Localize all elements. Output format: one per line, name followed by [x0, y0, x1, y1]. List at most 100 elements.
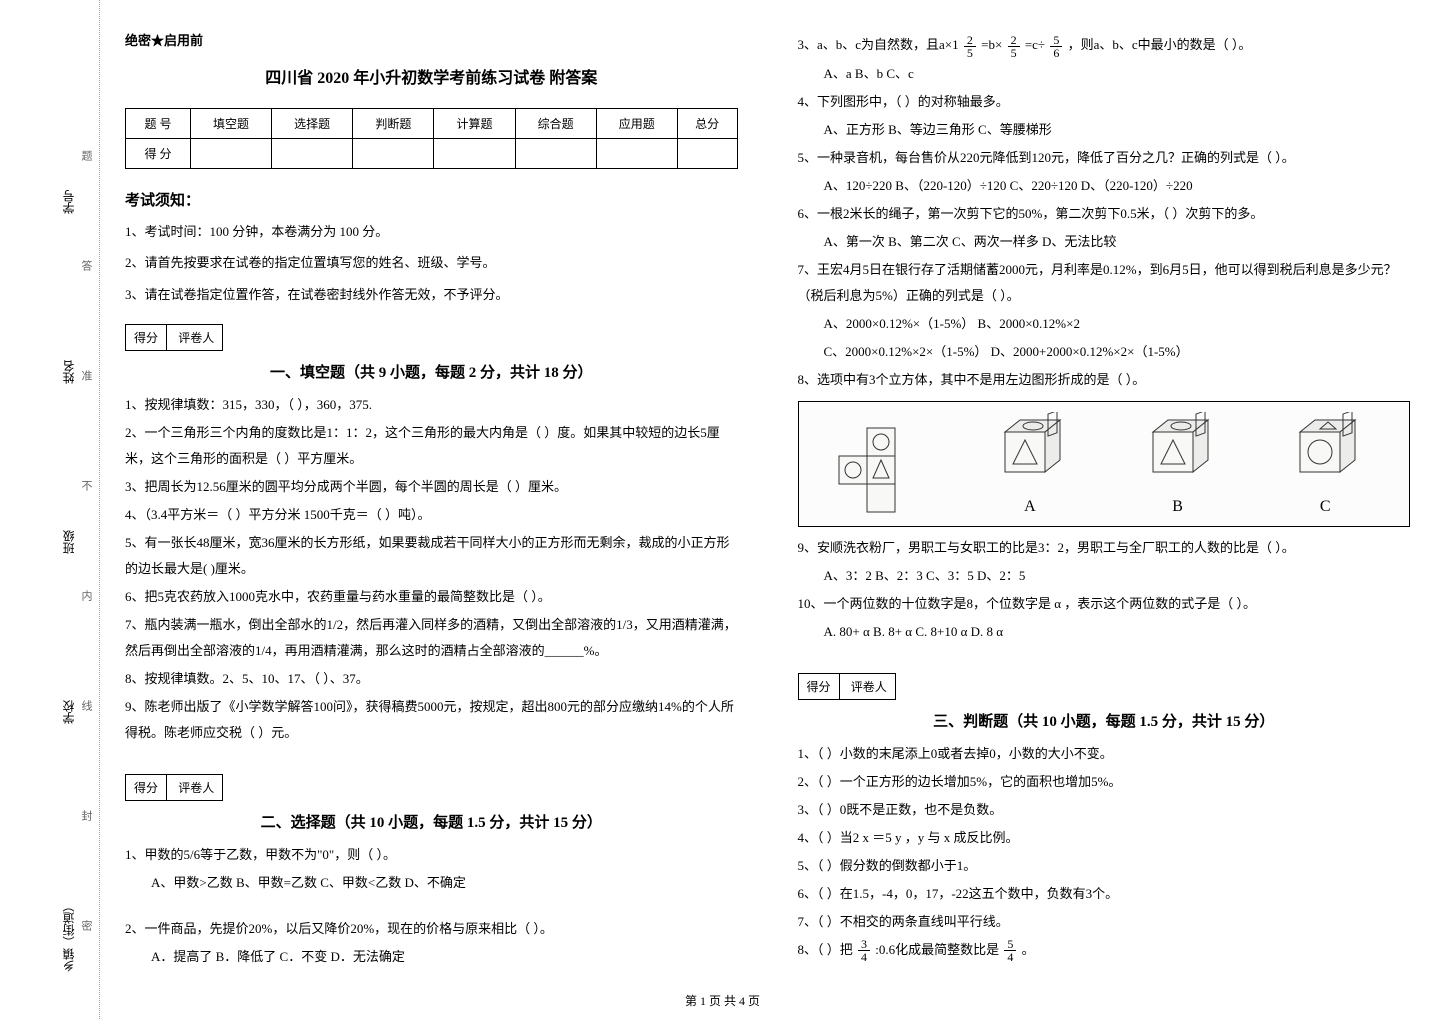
instruction-item: 2、请首先按要求在试卷的指定位置填写您的姓名、班级、学号。	[125, 251, 738, 274]
choice-options: A、正方形 B、等边三角形 C、等腰梯形	[798, 117, 1411, 143]
score-grader-box: 得分 评卷人	[125, 324, 223, 351]
denominator: 4	[858, 951, 870, 963]
question-text: 。	[1022, 942, 1035, 957]
denominator: 5	[964, 47, 976, 59]
table-header: 总分	[677, 109, 737, 139]
fraction: 25	[1008, 34, 1020, 59]
choice-question: 4、下列图形中，（ ）的对称轴最多。	[798, 89, 1411, 115]
fill-question: 4、（3.4平方米＝（ ）平方分米 1500千克＝（ ）吨）。	[125, 502, 738, 528]
table-header: 填空题	[190, 109, 271, 139]
judge-question: 1、（ ）小数的末尾添上0或者去掉0，小数的大小不变。	[798, 741, 1411, 767]
grader-label: 评卷人	[843, 674, 895, 699]
fill-question: 6、把5克农药放入1000克水中，农药重量与药水重量的最简整数比是（ ）。	[125, 584, 738, 610]
denominator: 4	[1004, 951, 1016, 963]
denominator: 6	[1050, 47, 1062, 59]
section-title-fill: 一、填空题（共 9 小题，每题 2 分，共计 18 分）	[125, 361, 738, 382]
table-header: 计算题	[434, 109, 515, 139]
judge-question: 6、（ ）在1.5，-4，0，17，-22这五个数中，负数有3个。	[798, 881, 1411, 907]
choice-options: A、2000×0.12%×（1-5%） B、2000×0.12%×2	[798, 311, 1411, 337]
table-header: 判断题	[353, 109, 434, 139]
cube-icon	[985, 412, 1075, 492]
secret-marking: 绝密★启用前	[125, 30, 738, 49]
cube-label: C	[1320, 498, 1331, 516]
page-content: 绝密★启用前 四川省 2020 年小升初数学考前练习试卷 附答案 题 号 填空题…	[110, 20, 1425, 979]
seal-marker: 题	[78, 150, 94, 164]
choice-question: 3、a、b、c为自然数，且a×1 25 =b× 25 =c÷ 56 ，则a、b、…	[798, 32, 1411, 59]
choice-question: 1、甲数的5/6等于乙数，甲数不为"0"，则（ ）。	[125, 842, 738, 868]
section-title-judge: 三、判断题（共 10 小题，每题 1.5 分，共计 15 分）	[798, 710, 1411, 731]
fraction: 56	[1050, 34, 1062, 59]
score-label: 得分	[126, 775, 167, 800]
judge-question: 4、（ ）当2 x ＝5 y ，y 与 x 成反比例。	[798, 825, 1411, 851]
choice-options: A、120÷220 B、（220-120）÷120 C、220÷120 D、（2…	[798, 173, 1411, 199]
numerator: 2	[1008, 34, 1020, 47]
table-cell	[353, 139, 434, 169]
cube-option-c: C	[1280, 412, 1370, 516]
judge-question: 5、（ ）假分数的倒数都小于1。	[798, 853, 1411, 879]
right-column: 3、a、b、c为自然数，且a×1 25 =b× 25 =c÷ 56 ，则a、b、…	[783, 20, 1426, 979]
section-title-choice: 二、选择题（共 10 小题，每题 1.5 分，共计 15 分）	[125, 811, 738, 832]
instructions-block: 1、考试时间：100 分钟，本卷满分为 100 分。 2、请首先按要求在试卷的指…	[125, 220, 738, 306]
cube-label: B	[1172, 498, 1183, 516]
choice-question: 9、安顺洗衣粉厂，男职工与女职工的比是3：2，男职工与全厂职工的人数的比是（ ）…	[798, 535, 1411, 561]
seal-marker: 内	[78, 590, 94, 604]
choice-options: C、2000×0.12%×2×（1-5%） D、2000+2000×0.12%×…	[798, 339, 1411, 365]
cube-net	[837, 426, 927, 516]
instruction-item: 3、请在试卷指定位置作答，在试卷密封线外作答无效，不予评分。	[125, 283, 738, 306]
table-cell: 得 分	[126, 139, 191, 169]
denominator: 5	[1008, 47, 1020, 59]
table-header: 应用题	[596, 109, 677, 139]
choice-options: A．提高了 B．降低了 C．不变 D．无法确定	[125, 944, 738, 970]
question-text: 8、（ ）把	[798, 942, 853, 957]
judge-question: 3、（ ）0既不是正数，也不是负数。	[798, 797, 1411, 823]
table-cell	[272, 139, 353, 169]
score-label: 得分	[126, 325, 167, 350]
choice-options: A、3：2 B、2：3 C、3：5 D、2：5	[798, 563, 1411, 589]
choice-question: 10、一个两位数的十位数字是8，个位数字是 α ，表示这个两位数的式子是（ ）。	[798, 591, 1411, 617]
instruction-item: 1、考试时间：100 分钟，本卷满分为 100 分。	[125, 220, 738, 243]
binding-label: 学号	[60, 190, 77, 214]
grader-label: 评卷人	[170, 325, 222, 350]
fill-question: 5、有一张长48厘米，宽36厘米的长方形纸，如果要裁成若干同样大小的正方形而无剩…	[125, 530, 738, 582]
numerator: 2	[964, 34, 976, 47]
choice-question: 2、一件商品，先提价20%，以后又降价20%，现在的价格与原来相比（ ）。	[125, 916, 738, 942]
score-label: 得分	[799, 674, 840, 699]
table-row: 得 分	[126, 139, 738, 169]
question-text: =b×	[981, 37, 1002, 52]
numerator: 5	[1050, 34, 1062, 47]
fraction: 34	[858, 938, 870, 963]
seal-marker: 答	[78, 260, 94, 274]
choice-options: A、a B、b C、c	[798, 61, 1411, 87]
choice-options: A、甲数>乙数 B、甲数=乙数 C、甲数<乙数 D、不确定	[125, 870, 738, 896]
binding-margin: 乡镇（街道） 学校 班级 姓名 学号 密 封 线 内 不 准 答 题	[0, 0, 100, 1019]
question-text: =c÷	[1025, 37, 1045, 52]
question-text: :0.6化成最简整数比是	[875, 942, 999, 957]
cube-label: A	[1024, 498, 1036, 516]
left-column: 绝密★启用前 四川省 2020 年小升初数学考前练习试卷 附答案 题 号 填空题…	[110, 20, 753, 979]
table-header: 选择题	[272, 109, 353, 139]
grader-label: 评卷人	[170, 775, 222, 800]
fill-question: 7、瓶内装满一瓶水，倒出全部水的1/2，然后再灌入同样多的酒精，又倒出全部溶液的…	[125, 612, 738, 664]
page-footer: 第 1 页 共 4 页	[0, 992, 1445, 1009]
choice-question: 7、王宏4月5日在银行存了活期储蓄2000元，月利率是0.12%，到6月5日，他…	[798, 257, 1411, 309]
seal-marker: 密	[78, 920, 94, 934]
choice-question: 8、选项中有3个立方体，其中不是用左边图形折成的是（ ）。	[798, 367, 1411, 393]
choice-options: A. 80+ α B. 8+ α C. 8+10 α D. 8 α	[798, 619, 1411, 645]
instructions-title: 考试须知：	[125, 189, 738, 210]
exam-title: 四川省 2020 年小升初数学考前练习试卷 附答案	[125, 64, 738, 88]
judge-question: 7、（ ）不相交的两条直线叫平行线。	[798, 909, 1411, 935]
table-header: 综合题	[515, 109, 596, 139]
fill-question: 9、陈老师出版了《小学数学解答100问》，获得稿费5000元，按规定，超出800…	[125, 694, 738, 746]
cube-option-a: A	[985, 412, 1075, 516]
binding-label: 姓名	[60, 360, 77, 384]
binding-label: 乡镇（街道）	[60, 900, 77, 972]
cube-figure-row: A B	[798, 401, 1411, 527]
score-grader-box: 得分 评卷人	[798, 673, 896, 700]
binding-label: 班级	[60, 530, 77, 554]
fill-question: 3、把周长为12.56厘米的圆平均分成两个半圆，每个半圆的周长是（ ）厘米。	[125, 474, 738, 500]
choice-question: 6、一根2米长的绳子，第一次剪下它的50%，第二次剪下0.5米，（ ）次剪下的多…	[798, 201, 1411, 227]
choice-question: 5、一种录音机，每台售价从220元降低到120元，降低了百分之几？正确的列式是（…	[798, 145, 1411, 171]
score-grader-box: 得分 评卷人	[125, 774, 223, 801]
choice-options: A、第一次 B、第二次 C、两次一样多 D、无法比较	[798, 229, 1411, 255]
table-cell	[677, 139, 737, 169]
